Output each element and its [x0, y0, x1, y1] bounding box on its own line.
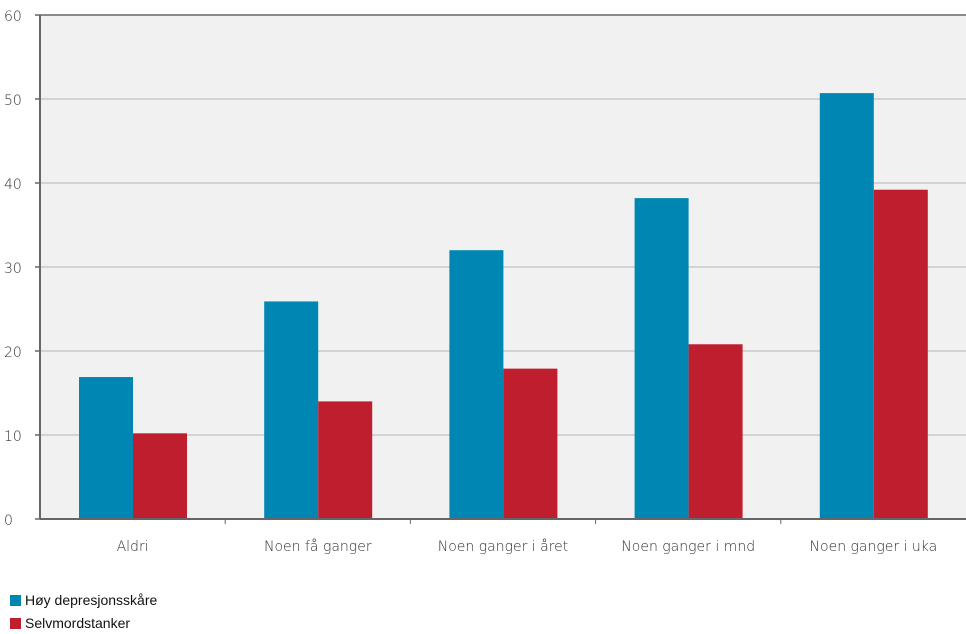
y-tick-label: 30: [4, 261, 22, 277]
bar-chart: 0 10 20 30 40 50 60 Aldri Noen få ganger Noen ga…: [4, 9, 966, 555]
y-tick-label: 60: [4, 9, 22, 25]
y-tick-label: 40: [4, 177, 22, 193]
bar-series0-2: [449, 250, 504, 519]
bar-series1-3: [688, 344, 743, 519]
x-tick-label: Noen ganger i uka: [810, 539, 938, 555]
legend-label-0: Høy depresjonsskåre: [25, 592, 158, 608]
y-tick-label: 10: [4, 429, 22, 445]
bar-series1-0: [133, 433, 187, 519]
bar-series1-4: [873, 189, 928, 519]
bar-series0-1: [264, 301, 319, 519]
legend-swatch-0: [10, 594, 21, 606]
x-tick-label: Aldri: [117, 539, 149, 555]
y-tick-label: 50: [4, 93, 22, 109]
y-tick-labels: 0 10 20 30 40 50 60: [4, 9, 22, 529]
y-tick-label: 20: [4, 345, 22, 361]
x-tick-label: Noen få ganger: [264, 538, 372, 555]
x-tick-labels: Aldri Noen få ganger Noen ganger i året Noe…: [117, 538, 938, 555]
legend-item-1: Selvmordstanker: [10, 615, 130, 631]
legend-swatch-1: [10, 617, 21, 629]
x-tick-label: Noen ganger i året: [438, 538, 569, 555]
bar-series0-4: [819, 93, 874, 520]
bar-series0-0: [79, 377, 133, 519]
axes: [35, 14, 966, 524]
bars: [79, 93, 928, 520]
legend-label-1: Selvmordstanker: [25, 615, 131, 631]
bar-series0-3: [634, 198, 689, 519]
legend-item-0: Høy depresjonsskåre: [10, 592, 157, 608]
bar-series1-1: [318, 401, 373, 519]
bar-series1-2: [503, 368, 558, 519]
y-tick-label: 0: [4, 513, 13, 529]
x-tick-label: Noen ganger i mnd: [621, 539, 755, 555]
